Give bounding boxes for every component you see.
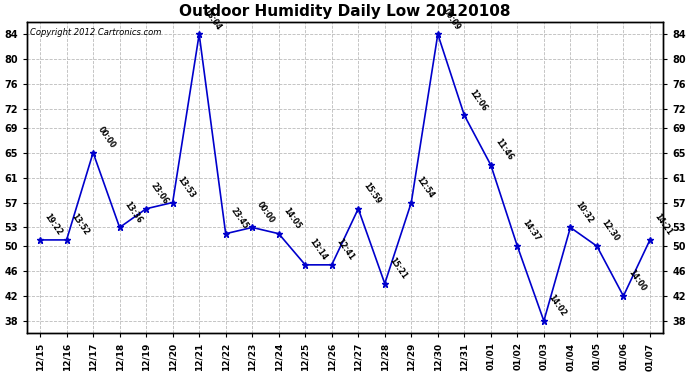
Text: 12:54: 12:54 bbox=[414, 175, 435, 200]
Text: 14:05: 14:05 bbox=[282, 206, 303, 231]
Text: 19:22: 19:22 bbox=[43, 212, 64, 237]
Text: 13:52: 13:52 bbox=[70, 212, 90, 237]
Text: Copyright 2012 Cartronics.com: Copyright 2012 Cartronics.com bbox=[30, 28, 161, 37]
Text: 16:04: 16:04 bbox=[202, 6, 223, 32]
Text: 00:09: 00:09 bbox=[441, 6, 462, 32]
Text: 12:41: 12:41 bbox=[335, 237, 356, 262]
Text: 15:21: 15:21 bbox=[388, 256, 408, 281]
Text: 10:32: 10:32 bbox=[573, 200, 594, 225]
Title: Outdoor Humidity Daily Low 20120108: Outdoor Humidity Daily Low 20120108 bbox=[179, 4, 511, 19]
Text: 13:53: 13:53 bbox=[175, 175, 197, 200]
Text: 14:21: 14:21 bbox=[653, 212, 674, 237]
Text: 13:14: 13:14 bbox=[308, 237, 329, 262]
Text: 14:00: 14:00 bbox=[627, 268, 647, 293]
Text: 15:59: 15:59 bbox=[361, 181, 382, 206]
Text: 00:00: 00:00 bbox=[96, 125, 117, 150]
Text: 00:00: 00:00 bbox=[255, 200, 276, 225]
Text: 11:46: 11:46 bbox=[493, 137, 515, 162]
Text: 12:06: 12:06 bbox=[467, 87, 489, 112]
Text: 14:02: 14:02 bbox=[546, 293, 568, 318]
Text: 14:37: 14:37 bbox=[520, 218, 542, 243]
Text: 13:36: 13:36 bbox=[122, 200, 144, 225]
Text: 23:06: 23:06 bbox=[149, 181, 170, 206]
Text: 23:45: 23:45 bbox=[228, 206, 250, 231]
Text: 12:30: 12:30 bbox=[600, 219, 621, 243]
